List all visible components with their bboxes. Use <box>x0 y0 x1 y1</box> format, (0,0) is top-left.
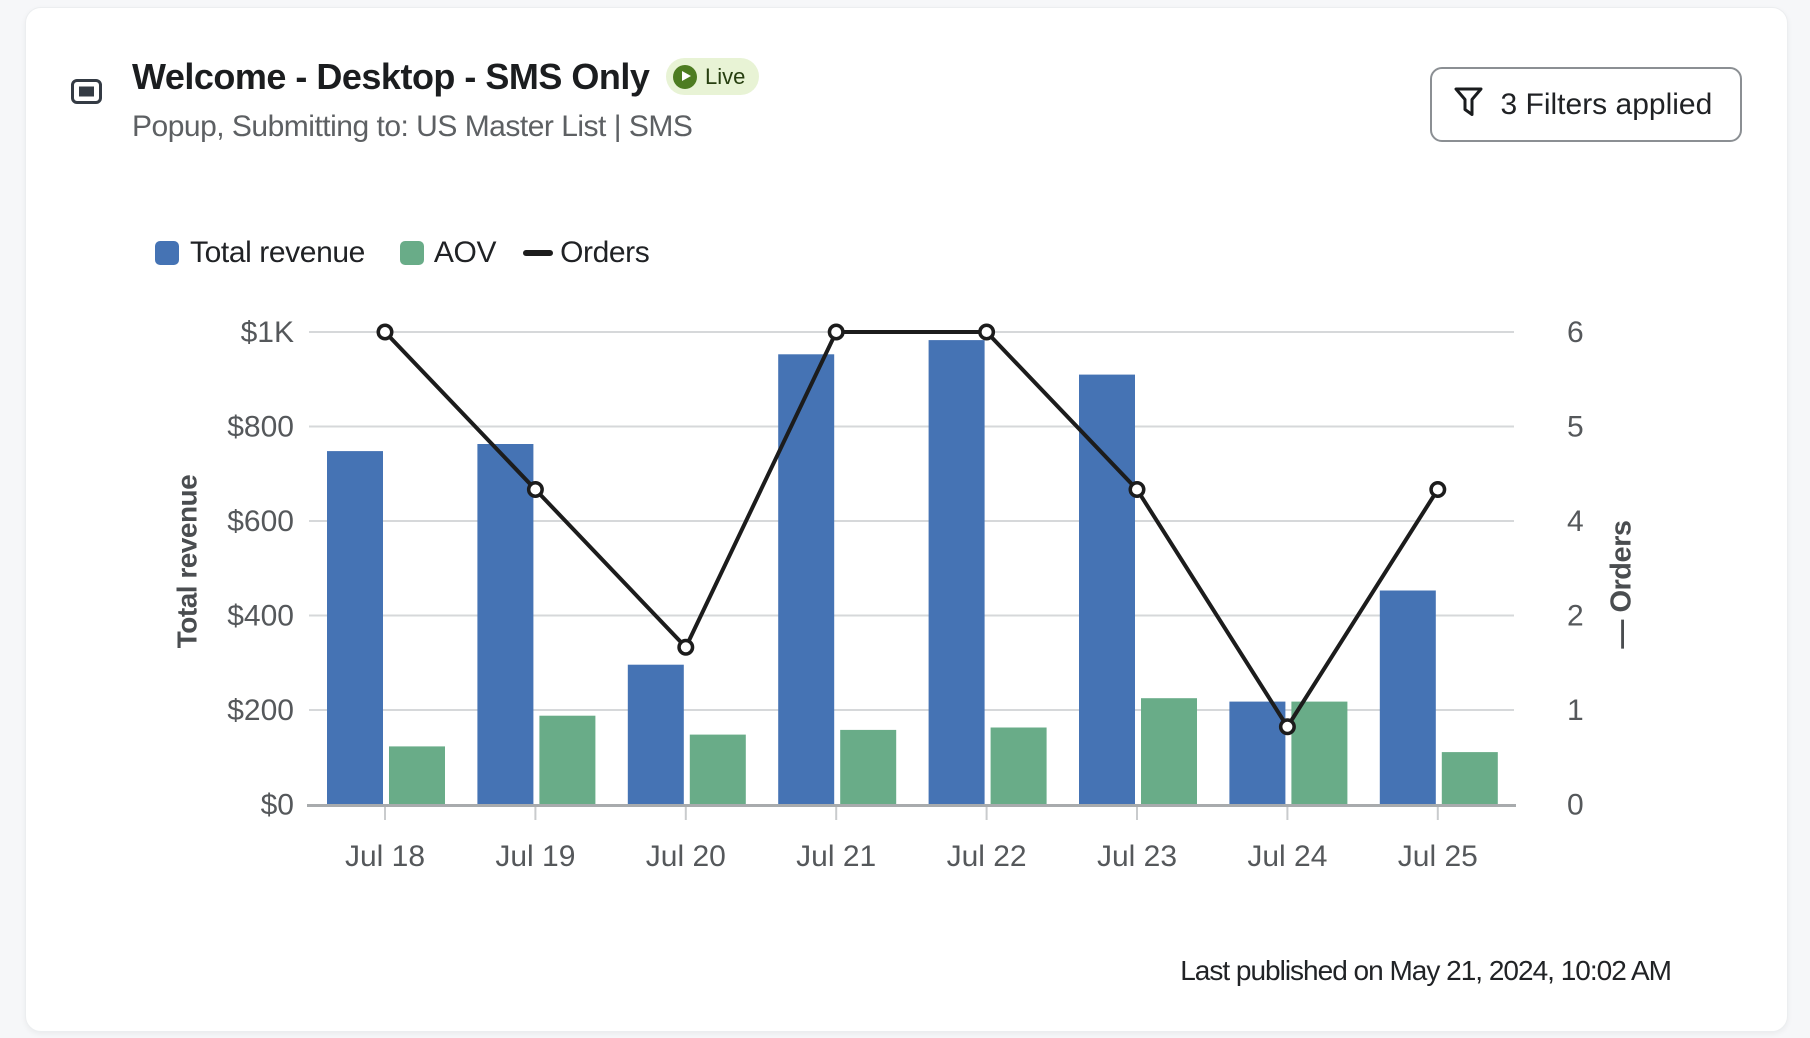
svg-text:Jul 20: Jul 20 <box>646 840 726 873</box>
svg-text:Jul 19: Jul 19 <box>495 840 575 873</box>
svg-text:$600: $600 <box>227 505 294 538</box>
svg-text:Jul 25: Jul 25 <box>1398 840 1478 873</box>
svg-text:$400: $400 <box>227 600 294 633</box>
svg-text:Jul 22: Jul 22 <box>947 840 1027 873</box>
svg-text:2: 2 <box>1567 600 1584 633</box>
svg-text:Jul 18: Jul 18 <box>345 840 425 873</box>
svg-text:1: 1 <box>1567 694 1584 727</box>
svg-text:$800: $800 <box>227 411 294 444</box>
svg-text:$1K: $1K <box>241 316 294 349</box>
svg-text:5: 5 <box>1567 411 1584 444</box>
svg-text:4: 4 <box>1567 505 1584 538</box>
svg-text:Jul 23: Jul 23 <box>1097 840 1177 873</box>
svg-text:$0: $0 <box>261 789 294 822</box>
svg-text:Jul 24: Jul 24 <box>1247 840 1327 873</box>
svg-text:0: 0 <box>1567 789 1584 822</box>
svg-text:6: 6 <box>1567 316 1584 349</box>
svg-text:Jul 21: Jul 21 <box>796 840 876 873</box>
svg-text:$200: $200 <box>227 694 294 727</box>
